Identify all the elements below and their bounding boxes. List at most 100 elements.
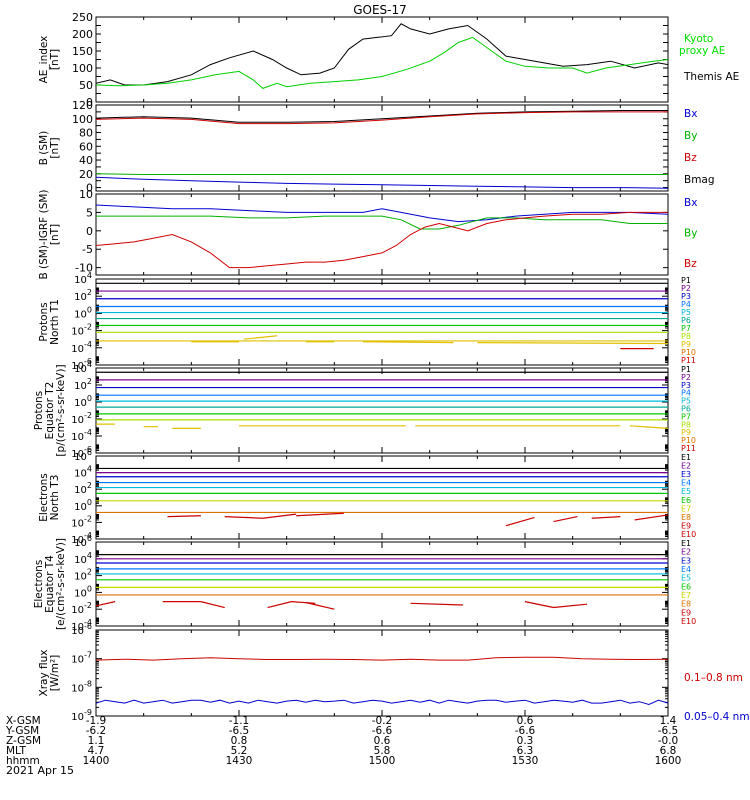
ephemeris-value: 1.4 <box>660 715 677 727</box>
ephemeris-label: Y-GSM <box>5 725 39 737</box>
y-tick-label: 104 <box>74 551 92 566</box>
y-axis-label: [nT] <box>49 137 61 158</box>
ephemeris-value: 5.2 <box>231 745 248 757</box>
ephemeris-label: X-GSM <box>6 715 41 727</box>
series-bz <box>96 111 668 125</box>
y-axis-label: North T1 <box>49 299 61 345</box>
legend-p7: P7 <box>681 324 691 333</box>
series-by <box>96 173 668 175</box>
legend-e5: E5 <box>681 487 691 496</box>
legend-p2: P2 <box>681 284 691 293</box>
y-tick-label: 200 <box>72 28 93 41</box>
legend-p8: P8 <box>681 420 691 429</box>
legend-p4: P4 <box>681 300 691 309</box>
series-segment <box>224 515 263 519</box>
series-segment <box>96 601 116 607</box>
legend-bz: Bz <box>684 152 697 164</box>
ephemeris-value: 0.6 <box>517 715 534 727</box>
y-tick-label: 10-4 <box>71 531 92 546</box>
series-segment <box>305 601 335 610</box>
panel-plot-area <box>96 371 668 429</box>
ephemeris-value: -6.6 <box>372 725 393 737</box>
y-tick-label: 10-7 <box>71 651 92 666</box>
series-bmag <box>96 110 668 123</box>
y-axis-label: Electrons <box>38 473 50 522</box>
panel-plot-area <box>96 656 668 706</box>
panel-frame <box>95 629 669 717</box>
legend-p5: P5 <box>681 397 691 406</box>
panel-plot-area <box>96 110 668 189</box>
ephemeris-value: 0.6 <box>374 735 391 747</box>
y-tick-label: 100 <box>74 305 92 320</box>
legend-xray-long: 0.1–0.8 nm <box>684 672 743 684</box>
legend-p6: P6 <box>681 405 691 414</box>
series-segment <box>291 601 316 604</box>
y-axis-label: Electrons <box>33 560 45 609</box>
y-tick-label: 106 <box>74 534 92 549</box>
y-tick-label: 100 <box>72 62 93 75</box>
y-axis-label: Xray flux <box>38 650 50 697</box>
date-label: 2021 Apr 15 <box>6 764 74 777</box>
ephemeris-value: -1.1 <box>229 715 250 727</box>
legend-p6: P6 <box>681 316 691 325</box>
legend-p3: P3 <box>681 292 691 301</box>
ephemeris-value: -6.5 <box>229 725 250 737</box>
series-0-1-0-8-nm <box>96 656 668 661</box>
ephemeris-value: 1530 <box>512 755 539 767</box>
ephemeris-value: 0.8 <box>231 735 248 747</box>
series-segment <box>167 515 201 518</box>
legend-p1: P1 <box>681 365 691 374</box>
y-tick-label: 10-6 <box>71 357 92 372</box>
y-tick-label: 60 <box>79 140 93 153</box>
y-axis-label: Equator T4 <box>44 555 56 613</box>
legend-themis-ae: Themis AE <box>683 71 739 83</box>
y-tick-label: 10-6 <box>71 622 92 637</box>
legend-e6: E6 <box>681 496 691 505</box>
legend-bmag: Bmag <box>684 174 715 186</box>
y-tick-label: 50 <box>79 79 93 92</box>
ephemeris-label: MLT <box>6 745 26 757</box>
y-axis-label: North T3 <box>49 475 61 521</box>
series-segment <box>296 512 344 517</box>
legend-e4: E4 <box>681 479 691 488</box>
y-tick-label: 10-6 <box>71 445 92 460</box>
y-axis-label: [W/m²] <box>49 655 61 692</box>
legend-by: By <box>684 130 697 142</box>
ephemeris-value: 6.8 <box>660 745 677 757</box>
series-segment <box>362 341 454 344</box>
legend-p2: P2 <box>681 373 691 382</box>
y-tick-label: 10 <box>79 188 93 201</box>
y-tick-label: 10-4 <box>71 428 92 443</box>
y-tick-label: 250 <box>72 11 93 24</box>
series-bx <box>96 176 668 189</box>
series-bx <box>96 204 668 223</box>
legend-e7: E7 <box>681 504 691 513</box>
series-by <box>96 215 668 230</box>
legend-e6: E6 <box>681 582 691 591</box>
legend-e5: E5 <box>681 574 691 583</box>
panel-plot-area <box>96 204 668 269</box>
legend-e1: E1 <box>681 539 691 548</box>
ephemeris-label: Z-GSM <box>6 735 41 747</box>
y-axis-label: [nT] <box>49 49 61 70</box>
y-axis-label: [e/(cm²-s-sr-keV)] <box>55 538 67 630</box>
y-tick-label: 10-8 <box>71 679 92 694</box>
legend-p1: P1 <box>681 276 691 285</box>
legend-e2: E2 <box>681 462 691 471</box>
series-segment <box>200 601 225 609</box>
ephemeris-value: 6.3 <box>517 745 534 757</box>
series-segment <box>243 335 278 340</box>
legend-e2: E2 <box>681 548 691 557</box>
series-segment <box>262 513 297 519</box>
y-tick-label: 10-2 <box>71 601 92 616</box>
y-axis-label: [p/(cm²-s-sr-keV)] <box>55 364 67 456</box>
series-segment <box>524 601 554 609</box>
y-tick-label: 100 <box>74 394 92 409</box>
y-tick-label: 104 <box>74 271 92 286</box>
y-tick-label: 5 <box>86 206 93 219</box>
legend-p3: P3 <box>681 381 691 390</box>
y-tick-label: 106 <box>74 448 92 463</box>
